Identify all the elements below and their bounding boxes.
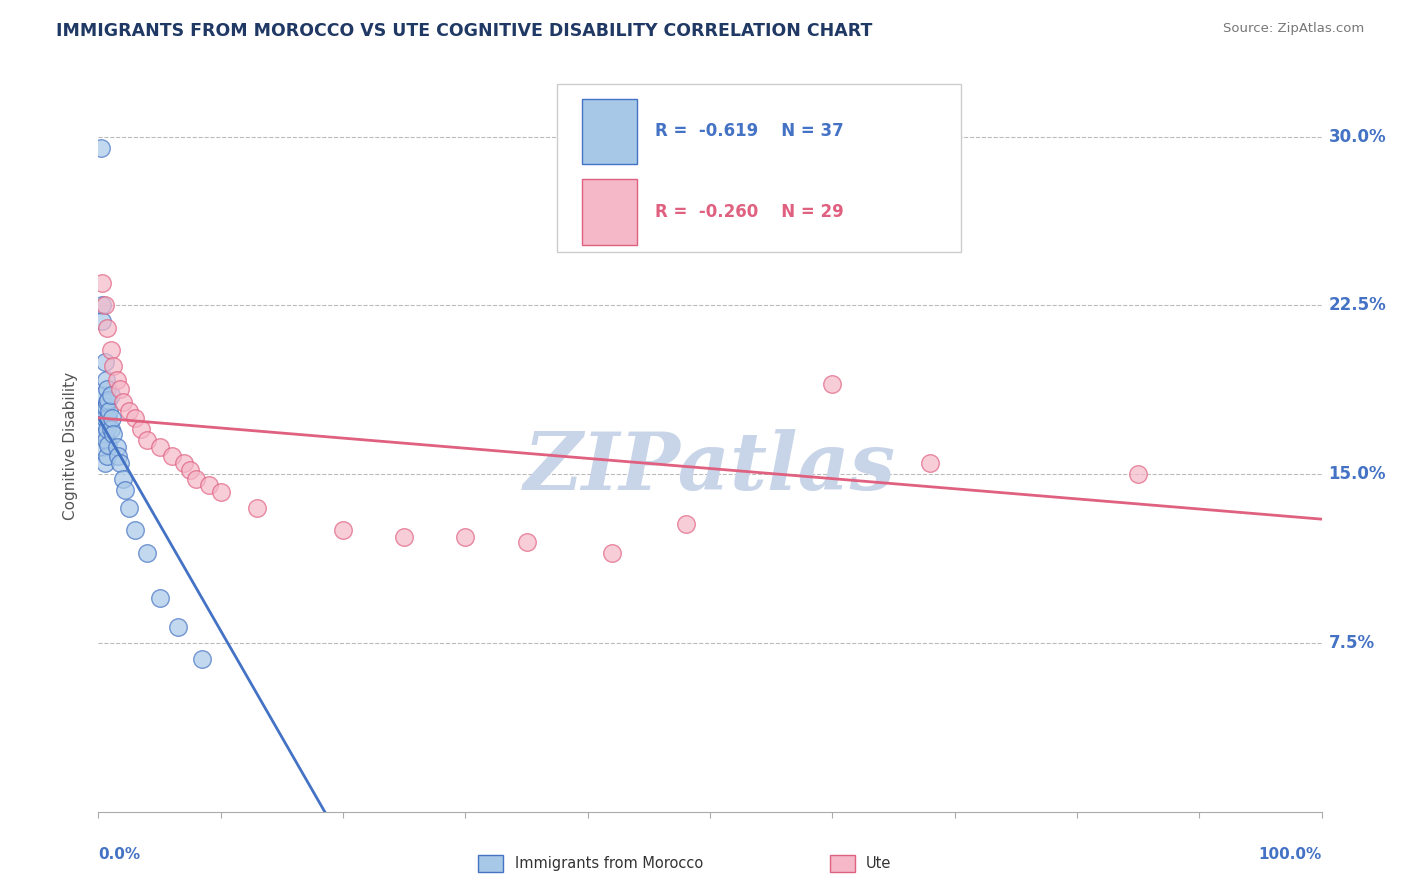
Text: 100.0%: 100.0% bbox=[1258, 847, 1322, 863]
Point bbox=[209, 485, 232, 500]
Point bbox=[111, 395, 134, 409]
Point bbox=[1128, 467, 1150, 482]
Point bbox=[91, 417, 114, 432]
Point bbox=[91, 388, 114, 402]
Point bbox=[91, 440, 114, 454]
Text: R =  -0.260    N = 29: R = -0.260 N = 29 bbox=[655, 203, 844, 221]
Point bbox=[454, 530, 477, 544]
Point bbox=[105, 373, 128, 387]
Point bbox=[93, 298, 115, 312]
Point bbox=[246, 500, 269, 515]
Point bbox=[94, 434, 117, 448]
Point bbox=[197, 478, 219, 492]
Point bbox=[91, 314, 114, 328]
Point bbox=[600, 546, 623, 560]
Text: 30.0%: 30.0% bbox=[1329, 128, 1386, 145]
Point bbox=[101, 426, 124, 441]
Point bbox=[515, 534, 537, 549]
Text: 0.0%: 0.0% bbox=[98, 847, 141, 863]
Point bbox=[97, 438, 120, 452]
Point bbox=[101, 359, 124, 373]
Text: 15.0%: 15.0% bbox=[1329, 465, 1386, 483]
FancyBboxPatch shape bbox=[557, 84, 960, 252]
Point bbox=[173, 456, 195, 470]
Point bbox=[118, 404, 141, 418]
Text: Source: ZipAtlas.com: Source: ZipAtlas.com bbox=[1223, 22, 1364, 36]
Point bbox=[111, 472, 134, 486]
Point bbox=[160, 449, 183, 463]
Point bbox=[93, 354, 115, 368]
Point bbox=[821, 377, 844, 392]
Point bbox=[96, 422, 118, 436]
Text: R =  -0.619    N = 37: R = -0.619 N = 37 bbox=[655, 122, 844, 140]
Bar bbox=[582, 99, 637, 164]
Point bbox=[136, 434, 159, 448]
Text: 7.5%: 7.5% bbox=[1329, 634, 1375, 652]
Point bbox=[149, 440, 172, 454]
Point bbox=[93, 456, 115, 470]
Point bbox=[110, 382, 132, 396]
Y-axis label: Cognitive Disability: Cognitive Disability bbox=[63, 372, 77, 520]
Point bbox=[124, 410, 146, 425]
Point bbox=[96, 382, 118, 396]
Point bbox=[118, 500, 141, 515]
Point bbox=[91, 276, 114, 290]
Point bbox=[332, 524, 354, 538]
Point bbox=[94, 400, 117, 414]
Point bbox=[93, 426, 115, 441]
Point bbox=[191, 651, 214, 665]
Point bbox=[675, 516, 697, 531]
Text: Immigrants from Morocco: Immigrants from Morocco bbox=[515, 856, 703, 871]
Point bbox=[124, 524, 146, 538]
Point bbox=[129, 422, 152, 436]
Point bbox=[100, 388, 122, 402]
Point bbox=[98, 404, 121, 418]
Point bbox=[392, 530, 416, 544]
Point bbox=[94, 373, 117, 387]
Text: IMMIGRANTS FROM MOROCCO VS UTE COGNITIVE DISABILITY CORRELATION CHART: IMMIGRANTS FROM MOROCCO VS UTE COGNITIVE… bbox=[56, 22, 873, 40]
Point bbox=[179, 462, 201, 476]
Point bbox=[90, 141, 112, 155]
Point bbox=[136, 546, 159, 560]
Point bbox=[101, 410, 124, 425]
Point bbox=[920, 456, 942, 470]
Point bbox=[91, 404, 114, 418]
Point bbox=[110, 456, 132, 470]
Point bbox=[96, 321, 118, 335]
Point bbox=[149, 591, 172, 605]
Point bbox=[186, 472, 208, 486]
Point bbox=[91, 298, 114, 312]
Point bbox=[96, 449, 118, 463]
Point bbox=[105, 440, 128, 454]
Text: 22.5%: 22.5% bbox=[1329, 296, 1386, 314]
Point bbox=[114, 483, 136, 497]
Point bbox=[100, 343, 122, 358]
Point bbox=[97, 410, 120, 425]
Point bbox=[100, 422, 122, 436]
Point bbox=[167, 620, 190, 634]
Point bbox=[93, 410, 115, 425]
Text: Ute: Ute bbox=[866, 856, 891, 871]
Point bbox=[96, 395, 118, 409]
Bar bbox=[582, 179, 637, 245]
Point bbox=[97, 392, 120, 407]
Point bbox=[107, 449, 129, 463]
Text: ZIPatlas: ZIPatlas bbox=[524, 429, 896, 507]
